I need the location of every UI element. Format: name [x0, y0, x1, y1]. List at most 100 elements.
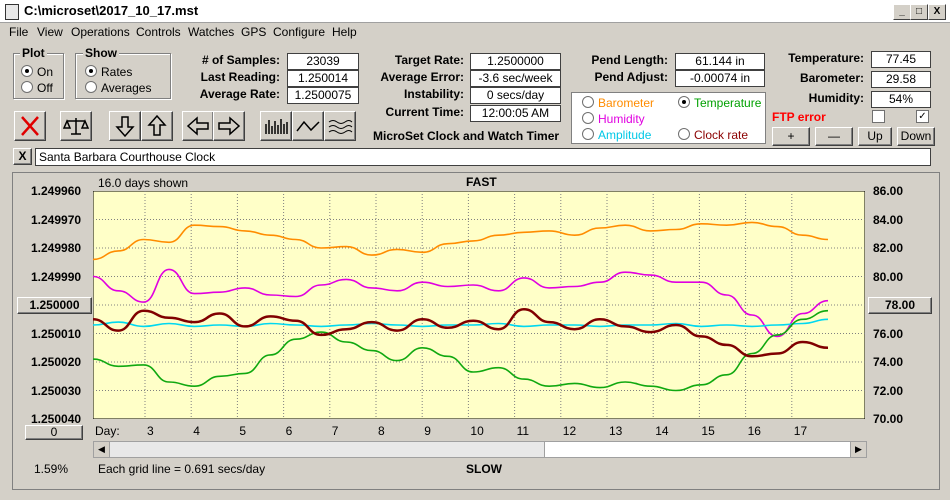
pend-adjust-value: -0.00074 in: [675, 70, 765, 87]
scroll-thumb[interactable]: [544, 442, 850, 457]
y-left-tick-label: 1.250040: [31, 412, 82, 426]
checkmark-icon: ✓: [918, 111, 927, 122]
arrow-down-icon: [115, 116, 135, 138]
arrow-down-button[interactable]: [109, 111, 141, 141]
wave-button[interactable]: [324, 111, 356, 141]
sensor-barometer-radio[interactable]: Barometer: [582, 96, 654, 110]
fast-label: FAST: [466, 175, 497, 189]
horizontal-scrollbar[interactable]: ◀ ▶: [93, 441, 867, 458]
ftp-checkbox-2[interactable]: ✓: [916, 110, 929, 123]
show-rates-radio[interactable]: Rates: [85, 65, 132, 79]
clock-name-input[interactable]: Santa Barbara Courthouse Clock: [35, 148, 931, 166]
plus-button[interactable]: +: [772, 127, 810, 146]
arrow-right-icon: [218, 116, 241, 136]
arrow-up-button[interactable]: [141, 111, 173, 141]
maximize-button[interactable]: □: [910, 4, 928, 20]
sensor-amplitude-radio[interactable]: Amplitude: [582, 128, 651, 142]
show-rates-label: Rates: [101, 65, 133, 79]
pend-length-label: Pend Length:: [591, 53, 668, 67]
close-window-button[interactable]: X: [928, 4, 946, 20]
arrow-left-icon: [186, 116, 209, 136]
clear-name-button[interactable]: X: [13, 148, 32, 165]
plot-on-label: On: [37, 65, 54, 79]
x-tick-label: 8: [378, 424, 385, 438]
target-rate-label: Target Rate:: [394, 53, 464, 67]
x-tick-label: 15: [701, 424, 715, 438]
y-right-tick-label: 70.00: [873, 412, 904, 426]
minus-button[interactable]: —: [815, 127, 853, 146]
arrow-right-button[interactable]: [213, 111, 245, 141]
bars-button[interactable]: [260, 111, 292, 141]
sensor-humidity-radio[interactable]: Humidity: [582, 112, 645, 126]
radio-dot-icon: [582, 128, 594, 140]
last-reading-value: 1.250014: [287, 70, 359, 87]
menu-configure[interactable]: Configure: [273, 25, 326, 39]
center-rate-button[interactable]: 1.250000: [17, 297, 92, 314]
center-temperature-button[interactable]: 78.00: [868, 297, 932, 314]
y-right-tick-label: 76.00: [873, 326, 904, 341]
arrow-left-button[interactable]: [182, 111, 214, 141]
show-averages-radio[interactable]: Averages: [85, 81, 151, 95]
menu-gps[interactable]: GPS: [241, 25, 267, 39]
barometer-value: 29.58: [871, 71, 931, 88]
x-tick-label: 11: [516, 424, 530, 438]
up-button[interactable]: Up: [858, 127, 892, 146]
x-tick-label: 4: [193, 424, 200, 438]
target-rate-value: 1.2500000: [470, 53, 561, 70]
x-tick-label: 16: [747, 424, 761, 438]
temperature-value: 77.45: [871, 51, 931, 68]
ftp-checkbox-1[interactable]: [872, 110, 885, 123]
show-averages-label: Averages: [101, 81, 152, 95]
minimize-button[interactable]: _: [893, 4, 911, 20]
temperature-label: Temperature:: [788, 51, 864, 65]
percent-label: 1.59%: [34, 462, 69, 476]
y-left-tick-label: 1.250010: [31, 326, 82, 341]
zero-button[interactable]: 0: [25, 425, 83, 440]
scroll-right-icon[interactable]: ▶: [850, 442, 866, 457]
menu-operations[interactable]: Operations: [71, 25, 130, 39]
plot-on-radio[interactable]: On: [21, 65, 53, 79]
menu-file[interactable]: File: [9, 25, 29, 39]
scroll-left-icon[interactable]: ◀: [94, 442, 110, 457]
balance-button[interactable]: [60, 111, 92, 141]
line-button[interactable]: [292, 111, 324, 141]
menu-view[interactable]: View: [37, 25, 63, 39]
menu-controls[interactable]: Controls: [136, 25, 181, 39]
show-group-title: Show: [83, 46, 119, 60]
y-left-tick-label: 1.249980: [31, 241, 82, 255]
line-graph-icon: [296, 120, 320, 132]
pend-adjust-label: Pend Adjust:: [594, 70, 668, 84]
x-tick-label: 12: [562, 424, 577, 438]
x-tick-label: 17: [793, 424, 808, 438]
x-tick-label: 13: [609, 424, 623, 438]
plot-off-radio[interactable]: Off: [21, 81, 53, 95]
stop-button[interactable]: [14, 111, 46, 141]
y-left-tick-label: 1.250030: [31, 383, 82, 398]
red-x-icon: [21, 116, 39, 136]
humidity-label: Humidity:: [808, 91, 864, 105]
x-tick-label: 7: [331, 424, 339, 438]
y-left-tick-label: 1.249990: [31, 269, 82, 284]
app-caption: MicroSet Clock and Watch Timer: [373, 129, 560, 143]
y-right-tick-label: 84.00: [873, 212, 904, 227]
chart-frame: [12, 172, 940, 490]
radio-dot-icon: [582, 112, 594, 124]
down-button[interactable]: Down: [897, 127, 935, 146]
radio-dot-icon: [678, 96, 690, 108]
window-title: C:\microset\2017_10_17.mst: [24, 3, 199, 18]
plot-group: Plot On Off: [13, 46, 64, 99]
days-shown-label: 16.0 days shown: [98, 176, 189, 190]
samples-label: # of Samples:: [201, 53, 280, 67]
sensor-temperature-radio[interactable]: Temperature: [678, 96, 761, 110]
bar-graph-icon: [265, 119, 288, 134]
y-right-tick-label: 74.00: [873, 355, 904, 369]
menu-watches[interactable]: Watches: [188, 25, 235, 39]
sensor-clock-rate-radio[interactable]: Clock rate: [678, 128, 748, 142]
sensor-humidity-label: Humidity: [598, 112, 645, 126]
menu-help[interactable]: Help: [332, 25, 357, 39]
ftp-error-label: FTP error: [772, 110, 826, 124]
radio-dot-icon: [85, 81, 97, 93]
radio-dot-icon: [21, 81, 33, 93]
series-line-barometer: [93, 221, 829, 261]
instability-label: Instability:: [403, 87, 464, 101]
